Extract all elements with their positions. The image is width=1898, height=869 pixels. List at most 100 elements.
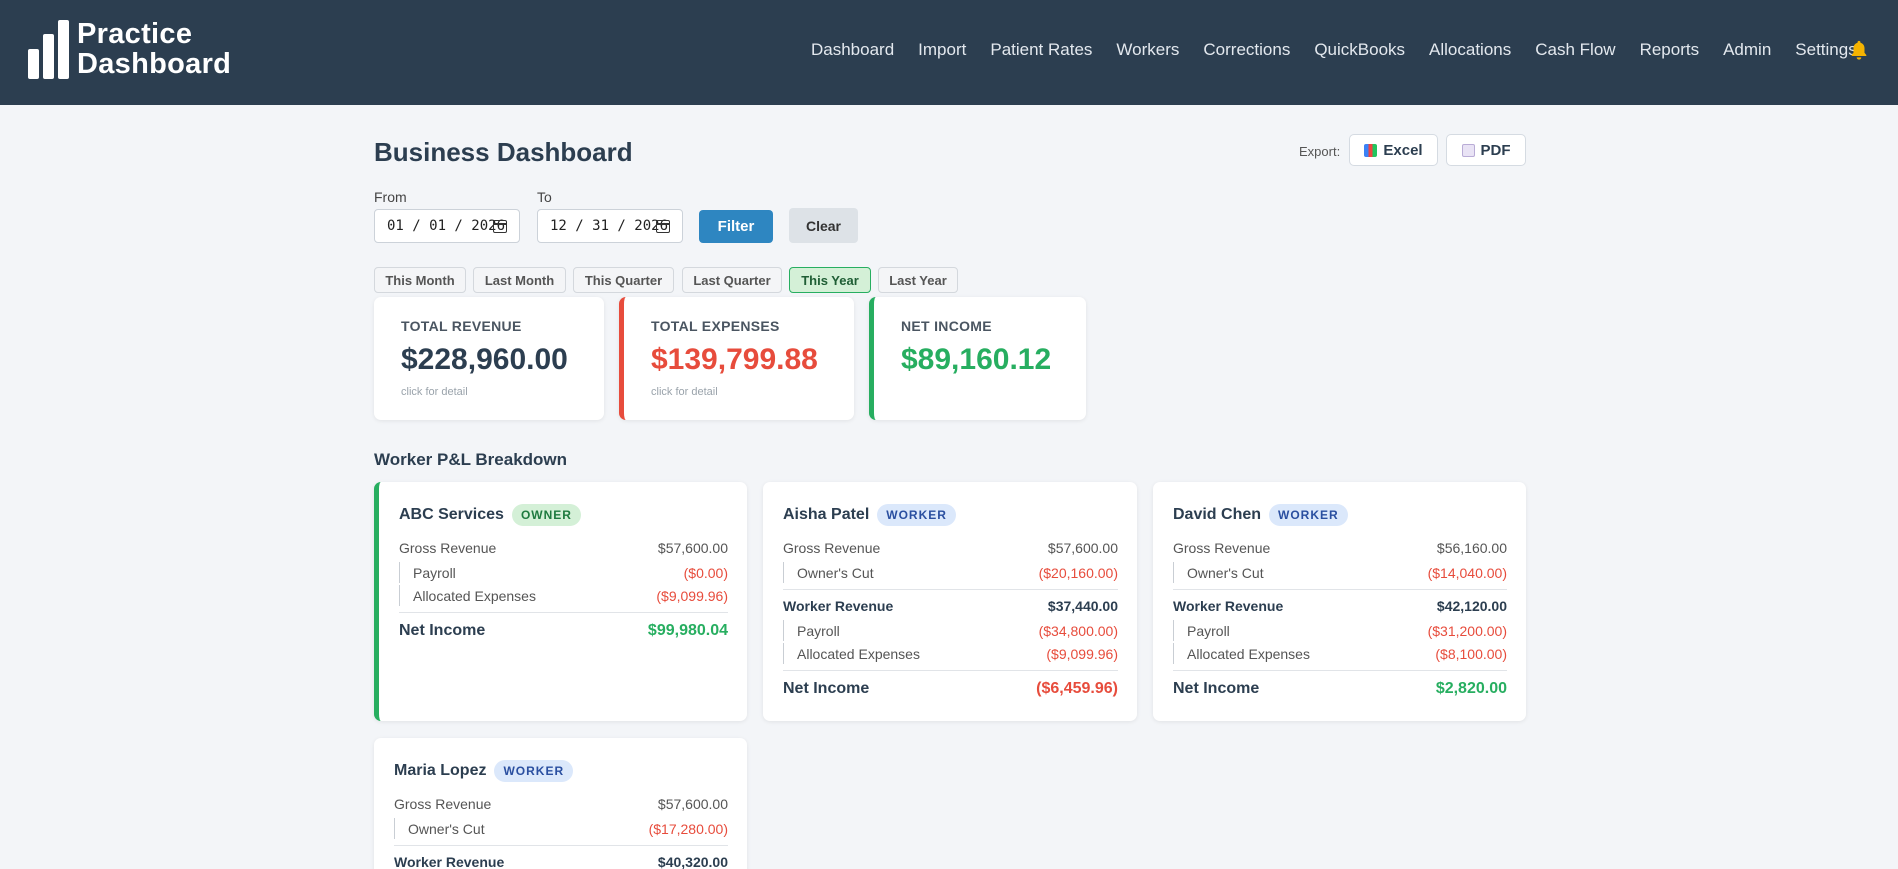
row-label: Worker Revenue	[394, 853, 505, 869]
payroll-row: Payroll ($0.00)	[399, 562, 728, 583]
nav-dashboard[interactable]: Dashboard	[811, 40, 895, 59]
row-label: Payroll	[413, 564, 456, 581]
worker-card: Maria Lopez WORKER Gross Revenue $57,600…	[374, 738, 747, 869]
nav-workers[interactable]: Workers	[1116, 40, 1180, 59]
from-date-value: 01 / 01 / 2026	[387, 218, 506, 234]
stat-hint: click for detail	[401, 386, 468, 398]
export-pdf-button[interactable]: PDF	[1446, 134, 1526, 166]
row-value: $2,820.00	[1435, 680, 1507, 697]
net-income-row: Net Income $99,980.04	[399, 616, 728, 646]
gross-revenue-row: Gross Revenue $57,600.00	[399, 535, 728, 560]
divider	[783, 670, 1118, 671]
logo-text: Practice Dashboard	[77, 19, 231, 79]
payroll-row: Payroll ($34,800.00)	[783, 620, 1118, 641]
divider	[399, 612, 728, 613]
row-label: Net Income	[783, 680, 870, 697]
worker-revenue-row: Worker Revenue $37,440.00	[783, 593, 1118, 618]
main-nav: Dashboard Import Patient Rates Workers C…	[811, 40, 1857, 60]
total-expenses-card[interactable]: TOTAL EXPENSES $139,799.88 click for det…	[619, 297, 854, 420]
app-logo[interactable]: Practice Dashboard	[28, 19, 231, 79]
nav-cash-flow[interactable]: Cash Flow	[1535, 40, 1616, 59]
allocated-expenses-row: Allocated Expenses ($8,100.00)	[1173, 643, 1507, 664]
net-income-row: Net Income ($6,459.96)	[783, 674, 1118, 704]
row-value: $37,440.00	[1047, 597, 1118, 614]
row-value: ($0.00)	[683, 564, 728, 581]
row-value: $56,160.00	[1436, 539, 1507, 556]
nav-import[interactable]: Import	[918, 40, 967, 59]
calendar-icon[interactable]	[656, 220, 670, 233]
clear-button[interactable]: Clear	[789, 208, 858, 243]
stat-value: $228,960.00	[401, 343, 568, 376]
row-label: Owner's Cut	[408, 820, 485, 837]
preset-this-year[interactable]: This Year	[789, 267, 871, 293]
row-label: Payroll	[797, 622, 840, 639]
calendar-icon[interactable]	[493, 220, 507, 233]
nav-reports[interactable]: Reports	[1639, 40, 1700, 59]
to-date-input[interactable]: 12 / 31 / 2026	[537, 209, 683, 243]
nav-quickbooks[interactable]: QuickBooks	[1314, 40, 1406, 59]
logo-line-1: Practice	[77, 18, 193, 50]
preset-last-month[interactable]: Last Month	[473, 267, 566, 293]
owners-cut-row: Owner's Cut ($17,280.00)	[394, 818, 728, 839]
row-value: $40,320.00	[657, 853, 728, 869]
row-label: Gross Revenue	[394, 795, 492, 812]
net-income-row: Net Income $2,820.00	[1173, 674, 1507, 704]
stat-label: TOTAL EXPENSES	[651, 318, 780, 334]
worker-name: Aisha Patel	[783, 506, 870, 523]
stat-value: $89,160.12	[901, 343, 1052, 376]
role-badge: WORKER	[494, 760, 574, 782]
nav-corrections[interactable]: Corrections	[1203, 40, 1291, 59]
from-date-input[interactable]: 01 / 01 / 2026	[374, 209, 520, 243]
gross-revenue-row: Gross Revenue $57,600.00	[394, 791, 728, 816]
row-label: Gross Revenue	[1173, 539, 1271, 556]
nav-settings[interactable]: Settings	[1795, 40, 1857, 59]
role-badge: WORKER	[877, 504, 956, 526]
bell-icon[interactable]	[1848, 38, 1870, 62]
row-label: Owner's Cut	[797, 564, 874, 581]
top-navbar: Practice Dashboard Dashboard Import Pati…	[0, 0, 1898, 105]
nav-patient-rates[interactable]: Patient Rates	[990, 40, 1093, 59]
gross-revenue-row: Gross Revenue $56,160.00	[1173, 535, 1507, 560]
worker-card: David Chen WORKER Gross Revenue $56,160.…	[1153, 482, 1526, 721]
stat-label: NET INCOME	[901, 318, 992, 334]
worker-revenue-row: Worker Revenue $40,320.00	[394, 849, 728, 869]
row-label: Owner's Cut	[1187, 564, 1264, 581]
row-label: Allocated Expenses	[797, 645, 920, 662]
export-excel-label: Excel	[1383, 141, 1423, 159]
divider	[394, 845, 728, 846]
allocated-expenses-row: Allocated Expenses ($9,099.96)	[399, 585, 728, 606]
page-title: Business Dashboard	[374, 137, 633, 167]
row-value: $99,980.04	[647, 622, 728, 639]
row-label: Allocated Expenses	[1187, 645, 1310, 662]
payroll-row: Payroll ($31,200.00)	[1173, 620, 1507, 641]
preset-last-quarter[interactable]: Last Quarter	[682, 267, 782, 293]
preset-last-year[interactable]: Last Year	[878, 267, 958, 293]
row-value: ($8,100.00)	[1435, 645, 1507, 662]
export-excel-button[interactable]: Excel	[1349, 134, 1438, 166]
row-label: Worker Revenue	[1173, 597, 1284, 614]
bar-chart-logo-icon	[28, 20, 69, 79]
worker-name: Maria Lopez	[394, 762, 487, 779]
to-date-value: 12 / 31 / 2026	[550, 218, 669, 234]
stat-label: TOTAL REVENUE	[401, 318, 522, 334]
worker-card: ABC Services OWNER Gross Revenue $57,600…	[374, 482, 747, 721]
preset-this-month[interactable]: This Month	[374, 267, 466, 293]
divider	[1173, 589, 1507, 590]
excel-icon	[1364, 143, 1378, 157]
export-pdf-label: PDF	[1480, 141, 1511, 159]
worker-name: ABC Services	[399, 506, 504, 523]
row-label: Gross Revenue	[399, 539, 497, 556]
row-value: ($14,040.00)	[1427, 564, 1507, 581]
owners-cut-row: Owner's Cut ($14,040.00)	[1173, 562, 1507, 583]
gross-revenue-row: Gross Revenue $57,600.00	[783, 535, 1118, 560]
nav-admin[interactable]: Admin	[1723, 40, 1772, 59]
nav-allocations[interactable]: Allocations	[1429, 40, 1512, 59]
row-value: $57,600.00	[657, 539, 728, 556]
pdf-icon	[1461, 143, 1475, 157]
filter-button[interactable]: Filter	[699, 210, 773, 243]
row-label: Net Income	[399, 622, 486, 639]
row-label: Net Income	[1173, 680, 1260, 697]
preset-this-quarter[interactable]: This Quarter	[573, 267, 674, 293]
total-revenue-card[interactable]: TOTAL REVENUE $228,960.00 click for deta…	[374, 297, 604, 420]
stat-hint: click for detail	[651, 386, 718, 398]
